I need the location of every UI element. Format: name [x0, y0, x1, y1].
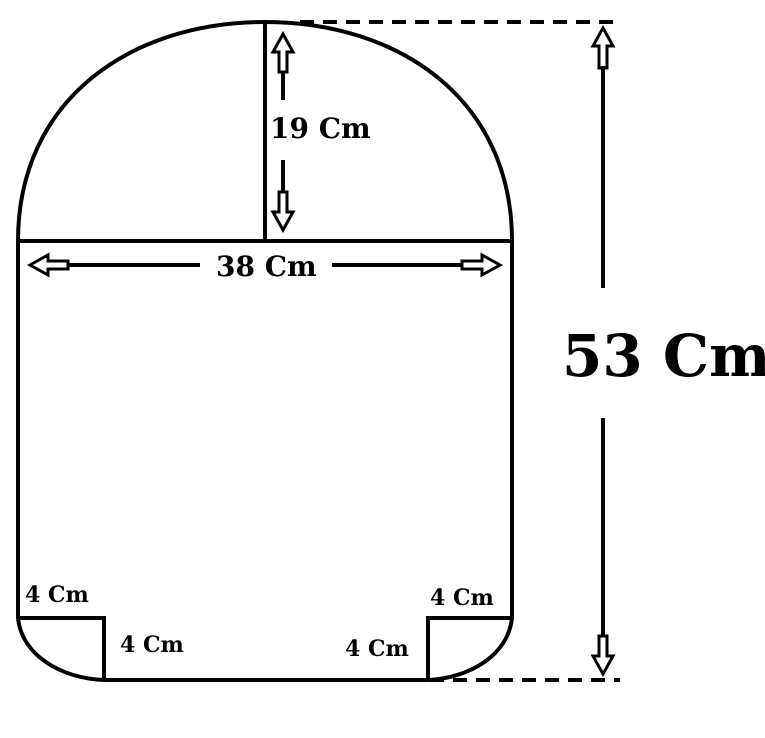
- total-height-arrow-up: [590, 24, 616, 70]
- arch-height-label: 19 Cm: [270, 112, 371, 145]
- width-arrow-right: [460, 252, 504, 278]
- bottom-right-corner-curve: [427, 617, 514, 682]
- right-corner-horizontal-label: 4 Cm: [345, 636, 409, 662]
- total-height-label: 53 Cm: [562, 322, 765, 390]
- bottom-left-corner-curve: [16, 617, 105, 682]
- bottom-left-corner-box: [18, 616, 106, 680]
- left-corner-horizontal-label: 4 Cm: [120, 632, 184, 658]
- arch-height-arrow-down: [270, 190, 296, 234]
- right-corner-vertical-label: 4 Cm: [430, 585, 494, 611]
- width-label: 38 Cm: [216, 250, 317, 283]
- bottom-right-corner-box: [426, 616, 512, 680]
- arch-height-arrow-up: [270, 30, 296, 74]
- total-height-arrow-down: [590, 634, 616, 678]
- width-arrow-left: [26, 252, 70, 278]
- left-corner-vertical-label: 4 Cm: [25, 582, 89, 608]
